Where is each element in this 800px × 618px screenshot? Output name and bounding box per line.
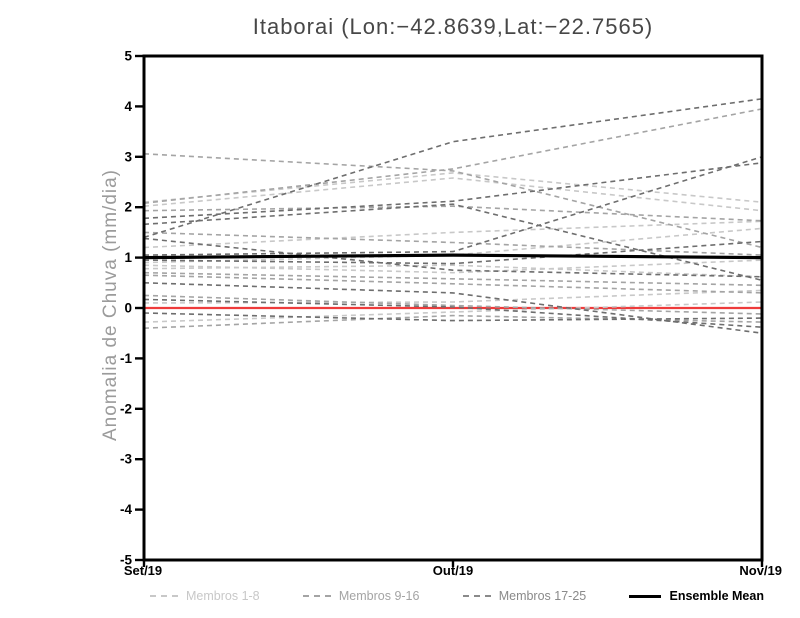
ensemble-member-line <box>143 294 763 315</box>
y-tick-label: -2 <box>120 401 132 416</box>
members-9-16-line-sample <box>302 595 331 597</box>
ensemble-member-line <box>143 312 763 322</box>
ensemble-member-line <box>143 153 763 249</box>
y-tick-label: 4 <box>124 99 132 114</box>
ensemble-member-line <box>143 301 763 323</box>
y-tick-label: 1 <box>124 250 132 265</box>
ensemble-member-line <box>143 274 763 294</box>
ensemble-member-line <box>143 298 763 328</box>
legend-label: Membros 17-25 <box>498 589 587 603</box>
y-tick-label: 0 <box>124 301 132 316</box>
legend-label: Membros 9-16 <box>338 589 420 603</box>
ensemble-mean-line-sample <box>629 594 662 598</box>
legend: Membros 1-8 Membros 9-16 Membros 17-25 E… <box>150 586 764 606</box>
legend-label: Membros 1-8 <box>186 589 260 603</box>
y-tick-label: 3 <box>124 149 132 164</box>
ensemble-member-line <box>143 108 763 204</box>
members-17-25-line-sample <box>462 595 491 597</box>
members-1-8-line-sample <box>150 595 178 597</box>
ensemble-member-line <box>143 220 763 249</box>
ensemble-member-line <box>143 231 763 256</box>
legend-item-ensemble-mean: Ensemble Mean <box>629 589 764 603</box>
mean-line-layer <box>143 253 763 260</box>
member-lines-layer <box>143 98 763 334</box>
y-tick-label: -1 <box>120 351 132 366</box>
legend-item-members-1-8: Membros 1-8 <box>150 589 260 603</box>
ensemble-member-line <box>143 237 763 278</box>
legend-label: Ensemble Mean <box>669 589 764 603</box>
y-tick-label: -3 <box>120 452 132 467</box>
x-tick-label: Nov/19 <box>739 563 782 578</box>
ensemble-member-line <box>143 264 763 278</box>
ensemble-member-line <box>143 98 763 239</box>
y-tick-label: -5 <box>120 553 132 568</box>
ensemble-member-line <box>143 240 763 265</box>
y-tick-label: 2 <box>124 200 132 215</box>
legend-item-members-17-25: Membros 17-25 <box>462 589 587 603</box>
ensemble-member-line <box>143 203 763 282</box>
y-tick-label: 5 <box>124 49 132 64</box>
x-tick-label: Set/19 <box>124 563 162 578</box>
ensemble-mean-line <box>143 253 763 260</box>
ensemble-member-line <box>143 162 763 220</box>
ensemble-member-line <box>143 271 763 287</box>
chart-title: Itaborai (Lon:−42.8639,Lat:−22.7565) <box>252 14 654 39</box>
y-tick-label: -4 <box>120 502 132 517</box>
legend-item-members-9-16: Membros 9-16 <box>302 589 420 603</box>
ensemble-member-line <box>143 177 763 212</box>
ensemble-member-line <box>143 156 763 256</box>
ensemble-member-line <box>143 205 763 222</box>
x-tick-label: Out/19 <box>433 563 473 578</box>
